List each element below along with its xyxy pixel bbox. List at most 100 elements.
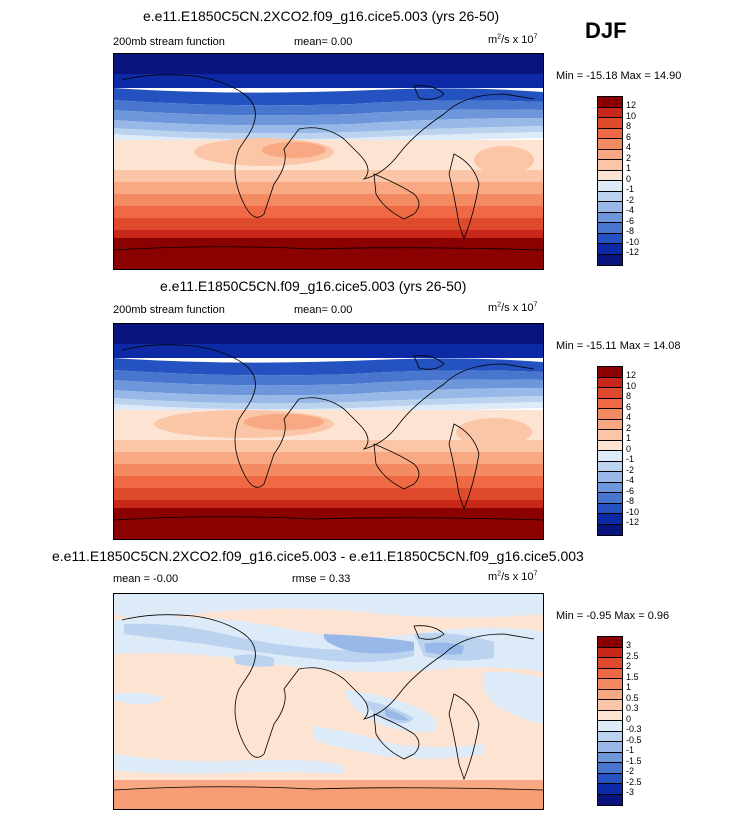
panel-2-minmax-label: Min = -15.11 Max = 14.08 xyxy=(556,340,681,352)
colorbar-tick-label: 1.5 xyxy=(626,671,639,682)
colorbar-tick-label: 2 xyxy=(626,422,632,433)
panel-1-title: e.e11.E1850C5CN.2XCO2.f09_g16.cice5.003 … xyxy=(143,8,500,24)
panel-2-units-label: m2/s x 107 xyxy=(488,301,538,314)
panel-1-units-label: m2/s x 107 xyxy=(488,33,538,46)
colorbar-tick-label: 10 xyxy=(626,110,637,121)
panel-1-colorbar-swatch xyxy=(598,118,622,129)
colorbar-tick-label: -8 xyxy=(626,496,635,506)
panel-1-colorbar-swatch xyxy=(598,107,622,118)
panel-1-colorbar-swatch xyxy=(598,254,622,265)
colorbar-tick-label: -12 xyxy=(626,247,640,257)
panel-1-colorbar-swatch xyxy=(598,128,622,139)
colorbar-tick-label: -1 xyxy=(626,745,635,755)
panel-1-colorbar-swatch xyxy=(598,170,622,181)
panel-3-colorbar-swatch xyxy=(598,689,622,700)
colorbar-tick-label: -4 xyxy=(626,205,635,215)
panel-3-colorbar-swatch xyxy=(598,784,622,795)
colorbar-tick-label: 4 xyxy=(626,142,632,152)
colorbar-tick-label: -2 xyxy=(626,464,635,475)
panel-2-map-field xyxy=(114,324,543,539)
season-label: DJF xyxy=(585,18,627,43)
colorbar-tick-label: 0 xyxy=(626,443,632,454)
panel-1-colorbar-swatch xyxy=(598,97,622,108)
colorbar-tick-label: -0.3 xyxy=(626,724,642,734)
panel-1-mean-label: mean= 0.00 xyxy=(294,36,353,48)
panel-2-colorbar-swatch xyxy=(598,419,622,430)
panel-3-mean-label: mean = -0.00 xyxy=(113,573,179,585)
panel-2-colorbar-swatch xyxy=(598,514,622,525)
panel-3-colorbar-swatch xyxy=(598,773,622,784)
colorbar-tick-label: -1 xyxy=(626,454,635,464)
panel-3-map xyxy=(113,593,544,810)
panel-2-colorbar-swatch xyxy=(598,388,622,399)
panel-2-map xyxy=(113,323,544,540)
panel-2-colorbar xyxy=(597,366,623,536)
panel-3-colorbar-swatch xyxy=(598,710,622,721)
panel-2-mean-label: mean= 0.00 xyxy=(294,304,353,316)
panel-2-colorbar-swatch xyxy=(598,482,622,493)
panel-2-colorbar-swatch xyxy=(598,472,622,483)
colorbar-tick-label: -8 xyxy=(626,226,635,236)
colorbar-tick-label: -1.5 xyxy=(626,755,642,766)
panel-3-title: e.e11.E1850C5CN.2XCO2.f09_g16.cice5.003 … xyxy=(52,548,584,564)
colorbar-tick-label: -2 xyxy=(626,766,635,776)
panel-3-map-field xyxy=(114,594,543,809)
panel-1-map xyxy=(113,53,544,270)
panel-2-colorbar-swatch xyxy=(598,440,622,451)
panel-3-colorbar-swatch xyxy=(598,647,622,658)
colorbar-tick-label: -3 xyxy=(626,787,635,797)
panel-2-colorbar-swatch xyxy=(598,377,622,388)
panel-3-colorbar xyxy=(597,636,623,806)
panel-3-colorbar-swatch xyxy=(598,731,622,742)
panel-1-colorbar-swatch xyxy=(598,233,622,244)
panel-3-colorbar-swatch xyxy=(598,742,622,753)
panel-3-rmse-label: rmse = 0.33 xyxy=(292,573,351,585)
colorbar-tick-label: 10 xyxy=(626,380,637,391)
colorbar-tick-label: 0.5 xyxy=(626,692,639,703)
colorbar-tick-label: -6 xyxy=(626,215,635,226)
panel-1-map-field xyxy=(114,54,543,269)
panel-2-colorbar-swatch xyxy=(598,493,622,504)
colorbar-tick-label: -6 xyxy=(626,485,635,496)
panel-3-colorbar-swatch xyxy=(598,721,622,732)
panel-1-colorbar-swatch xyxy=(598,191,622,202)
panel-1-colorbar-ticks: 12 10 8 6 4 2 1 0 -1 -2 -4 -6 -8 -10 -12 xyxy=(626,96,666,266)
panel-2-colorbar-swatch xyxy=(598,367,622,378)
panel-3-colorbar-swatch xyxy=(598,679,622,690)
panel-3-units-label: m2/s x 107 xyxy=(488,570,538,583)
colorbar-tick-label: 6 xyxy=(626,401,632,412)
panel-3-colorbar-swatch xyxy=(598,668,622,679)
panel-1-colorbar-swatch xyxy=(598,149,622,160)
panel-1-colorbar-swatch xyxy=(598,202,622,213)
panel-2-colorbar-swatch xyxy=(598,503,622,514)
panel-1-colorbar-swatch xyxy=(598,244,622,255)
colorbar-tick-label: -1 xyxy=(626,184,635,194)
colorbar-tick-label: 8 xyxy=(626,121,632,131)
panel-3-colorbar-swatch xyxy=(598,637,622,648)
panel-2-colorbar-swatch xyxy=(598,451,622,462)
panel-1-colorbar-swatch xyxy=(598,181,622,192)
colorbar-tick-label: 6 xyxy=(626,131,632,142)
panel-1-minmax-label: Min = -15.18 Max = 14.90 xyxy=(556,70,682,82)
panel-2-colorbar-swatch xyxy=(598,524,622,535)
colorbar-tick-label: 3 xyxy=(626,640,632,650)
panel-1-colorbar-swatch xyxy=(598,139,622,150)
colorbar-tick-label: 4 xyxy=(626,412,632,422)
colorbar-tick-label: 0.3 xyxy=(626,703,639,713)
panel-3-minmax-label: Min = -0.95 Max = 0.96 xyxy=(556,610,670,622)
colorbar-tick-label: 2 xyxy=(626,152,632,163)
panel-3-colorbar-swatch xyxy=(598,763,622,774)
panel-2-colorbar-swatch xyxy=(598,398,622,409)
colorbar-tick-label: 0 xyxy=(626,173,632,184)
panel-2-variable-label: 200mb stream function xyxy=(113,304,225,316)
panel-2-colorbar-swatch xyxy=(598,409,622,420)
panel-1-colorbar-swatch xyxy=(598,223,622,234)
colorbar-tick-label: -0.5 xyxy=(626,734,642,745)
colorbar-tick-label: 2 xyxy=(626,661,632,671)
panel-1-colorbar-swatch xyxy=(598,212,622,223)
colorbar-tick-label: 1 xyxy=(626,433,632,443)
panel-3-colorbar-ticks: 3 2.5 2 1.5 1 0.5 0.3 0 -0.3 -0.5 -1 -1.… xyxy=(626,636,666,806)
panel-3-colorbar-swatch xyxy=(598,794,622,805)
colorbar-tick-label: -4 xyxy=(626,475,635,485)
colorbar-tick-label: 2.5 xyxy=(626,650,639,661)
